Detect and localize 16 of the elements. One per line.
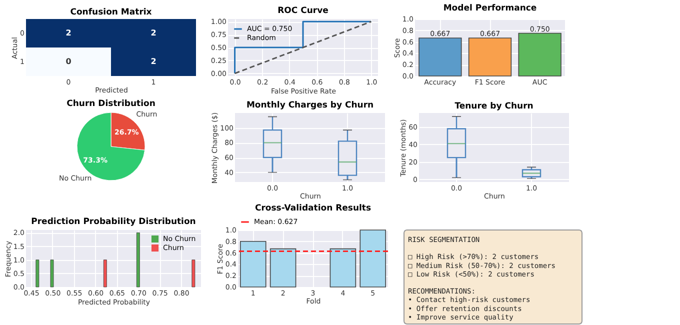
data-label: 0 (66, 56, 72, 66)
bar (360, 230, 386, 288)
data-label: 2 (150, 56, 156, 66)
bar (270, 248, 296, 288)
chart-title: Confusion Matrix (70, 8, 152, 18)
chart-title: Cross-Validation Results (254, 204, 372, 214)
data-label: 2 (150, 28, 156, 38)
bar (240, 241, 266, 288)
chart-title: Model Performance (443, 4, 537, 14)
chart-title: Prediction Probability Distribution (31, 217, 196, 228)
chart-title: Churn Distribution (66, 98, 156, 109)
bar (330, 248, 356, 288)
chart-title: Monthly Charges by Churn (246, 100, 374, 110)
chart-title: ROC Curve (278, 6, 329, 16)
data-label: 2 (66, 28, 72, 38)
chart-title: Tenure by Churn (454, 102, 534, 112)
